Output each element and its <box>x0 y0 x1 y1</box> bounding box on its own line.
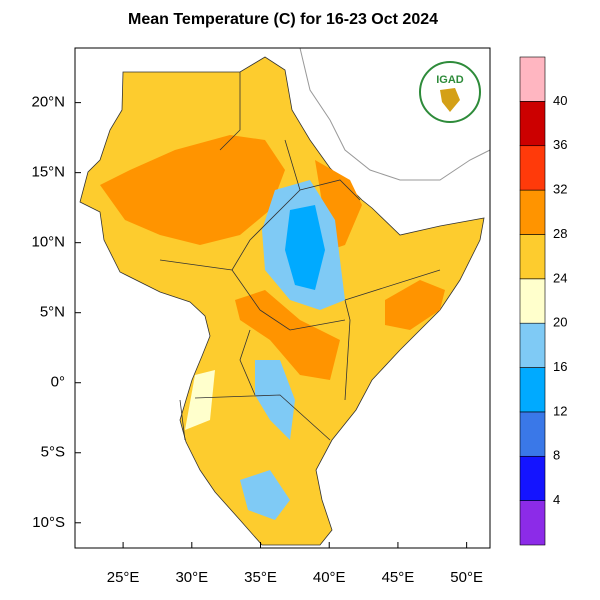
cold-highlands <box>285 205 325 290</box>
warm-zone-south-sudan <box>235 290 340 380</box>
colorbar-bin <box>519 455 546 501</box>
cool-south <box>240 470 290 520</box>
y-tick-label: 0° <box>51 374 65 391</box>
country-borders <box>159 72 441 441</box>
colorbar-bin <box>519 500 546 546</box>
colorbar-bin <box>519 322 546 368</box>
y-tick-label: 10°N <box>31 234 65 251</box>
logo-text: IGAD <box>436 74 464 86</box>
x-tick-label: 35°E <box>244 569 277 586</box>
colorbar-label: 28 <box>553 226 567 241</box>
y-tick-label: 15°N <box>31 164 65 181</box>
colorbar-bin <box>519 56 546 102</box>
x-tick-label: 40°E <box>313 569 346 586</box>
colorbar-label: 24 <box>553 270 567 285</box>
colorbar-bin <box>519 234 546 280</box>
x-tick-label: 50°E <box>450 569 483 586</box>
colorbar-bin <box>519 278 546 324</box>
warm-zone-somalia <box>385 280 445 330</box>
x-tick-label: 30°E <box>175 569 208 586</box>
colorbar-label: 32 <box>553 182 567 197</box>
y-tick-label: 5°S <box>41 444 65 461</box>
y-tick-label: 20°N <box>31 94 65 111</box>
colorbar-bin <box>519 145 546 191</box>
title: Mean Temperature (C) for 16-23 Oct 2024 <box>128 11 438 28</box>
outside-border <box>299 47 491 181</box>
x-tick-label: 25°E <box>107 569 140 586</box>
colorbar-label: 8 <box>553 448 560 463</box>
colorbar-label: 20 <box>553 315 567 330</box>
colorbar-bin <box>519 189 546 235</box>
y-tick-label: 10°S <box>32 514 65 531</box>
colorbar-label: 36 <box>553 137 567 152</box>
x-tick-label: 45°E <box>382 569 415 586</box>
colorbar-label: 4 <box>553 492 560 507</box>
colorbar-label: 40 <box>553 93 567 108</box>
colorbar-bin <box>519 101 546 147</box>
cool-rift <box>255 360 295 440</box>
warm-zone-sudan <box>100 135 285 245</box>
colorbar-bin <box>519 411 546 457</box>
map-area <box>74 47 491 549</box>
y-tick-label: 5°N <box>40 304 65 321</box>
plot-frame <box>74 47 491 549</box>
colorbar-label: 16 <box>553 359 567 374</box>
colorbar-bin <box>519 367 546 413</box>
logo-shape <box>440 88 460 112</box>
mild-lake <box>185 370 215 430</box>
colorbar-label: 12 <box>553 403 567 418</box>
